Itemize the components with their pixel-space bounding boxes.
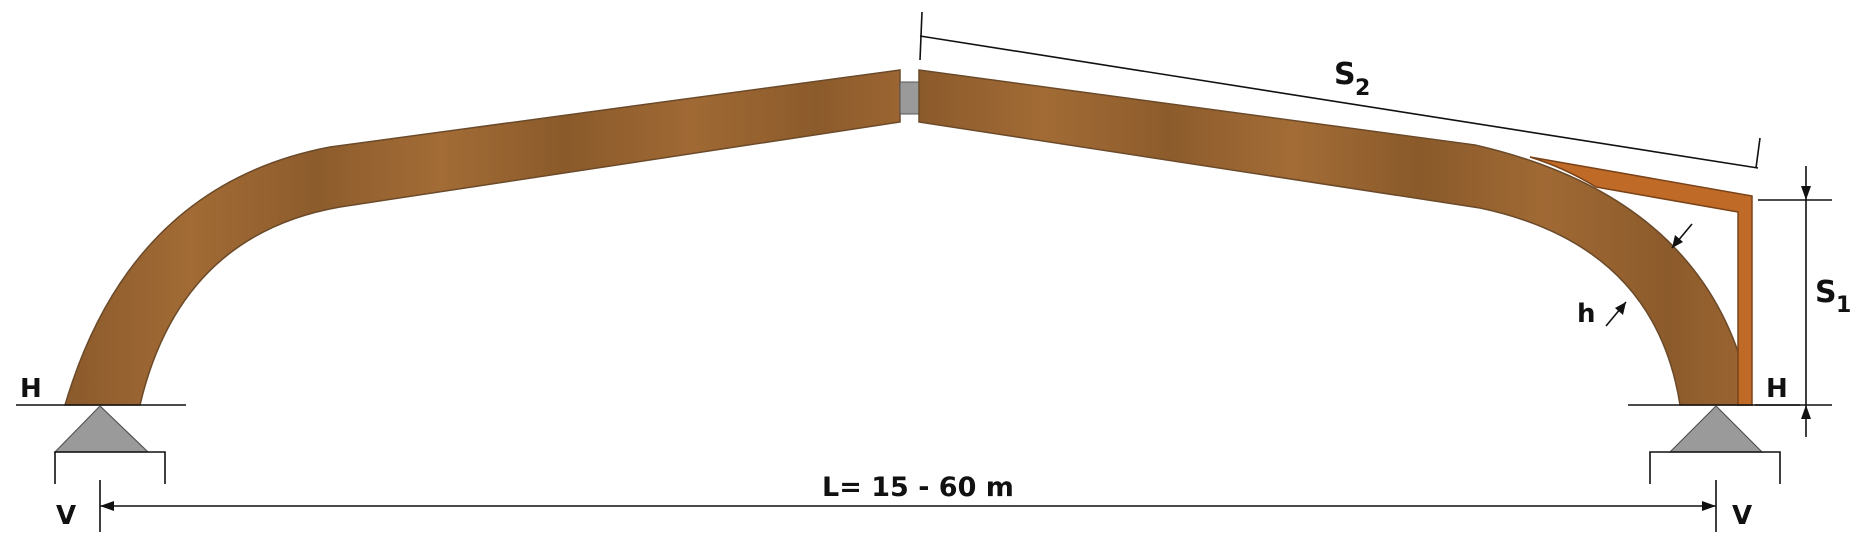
right-arch-beam bbox=[918, 69, 1753, 406]
s1-label: S bbox=[1815, 275, 1837, 310]
h-label-right: H bbox=[1766, 374, 1788, 404]
thickness-arrow-inner bbox=[1615, 302, 1626, 315]
h-label-left: H bbox=[20, 374, 42, 404]
left-support bbox=[53, 405, 150, 453]
right-support bbox=[1668, 405, 1764, 453]
s2-dimension-line bbox=[919, 35, 1759, 169]
left-arch-beam bbox=[63, 69, 901, 406]
v-label-right: V bbox=[1732, 501, 1752, 531]
right-support-base bbox=[1649, 451, 1781, 484]
left-support-base bbox=[54, 451, 166, 484]
thickness-arrow-outer bbox=[1672, 235, 1683, 248]
crown-hinge bbox=[899, 81, 920, 115]
s1-arrow-top bbox=[1801, 186, 1811, 200]
v-label-left: V bbox=[56, 501, 76, 531]
span-label: L= 15 - 60 m bbox=[822, 472, 1014, 503]
thickness-label: h bbox=[1577, 299, 1596, 329]
s1-arrow-bottom bbox=[1801, 405, 1811, 419]
span-arrow-left bbox=[100, 501, 114, 511]
s1-subscript: 1 bbox=[1836, 293, 1851, 318]
span-arrow-right bbox=[1702, 501, 1716, 511]
s2-label: S bbox=[1334, 57, 1356, 92]
s2-extension-bottom bbox=[1755, 137, 1761, 169]
s2-subscript: 2 bbox=[1355, 76, 1370, 101]
